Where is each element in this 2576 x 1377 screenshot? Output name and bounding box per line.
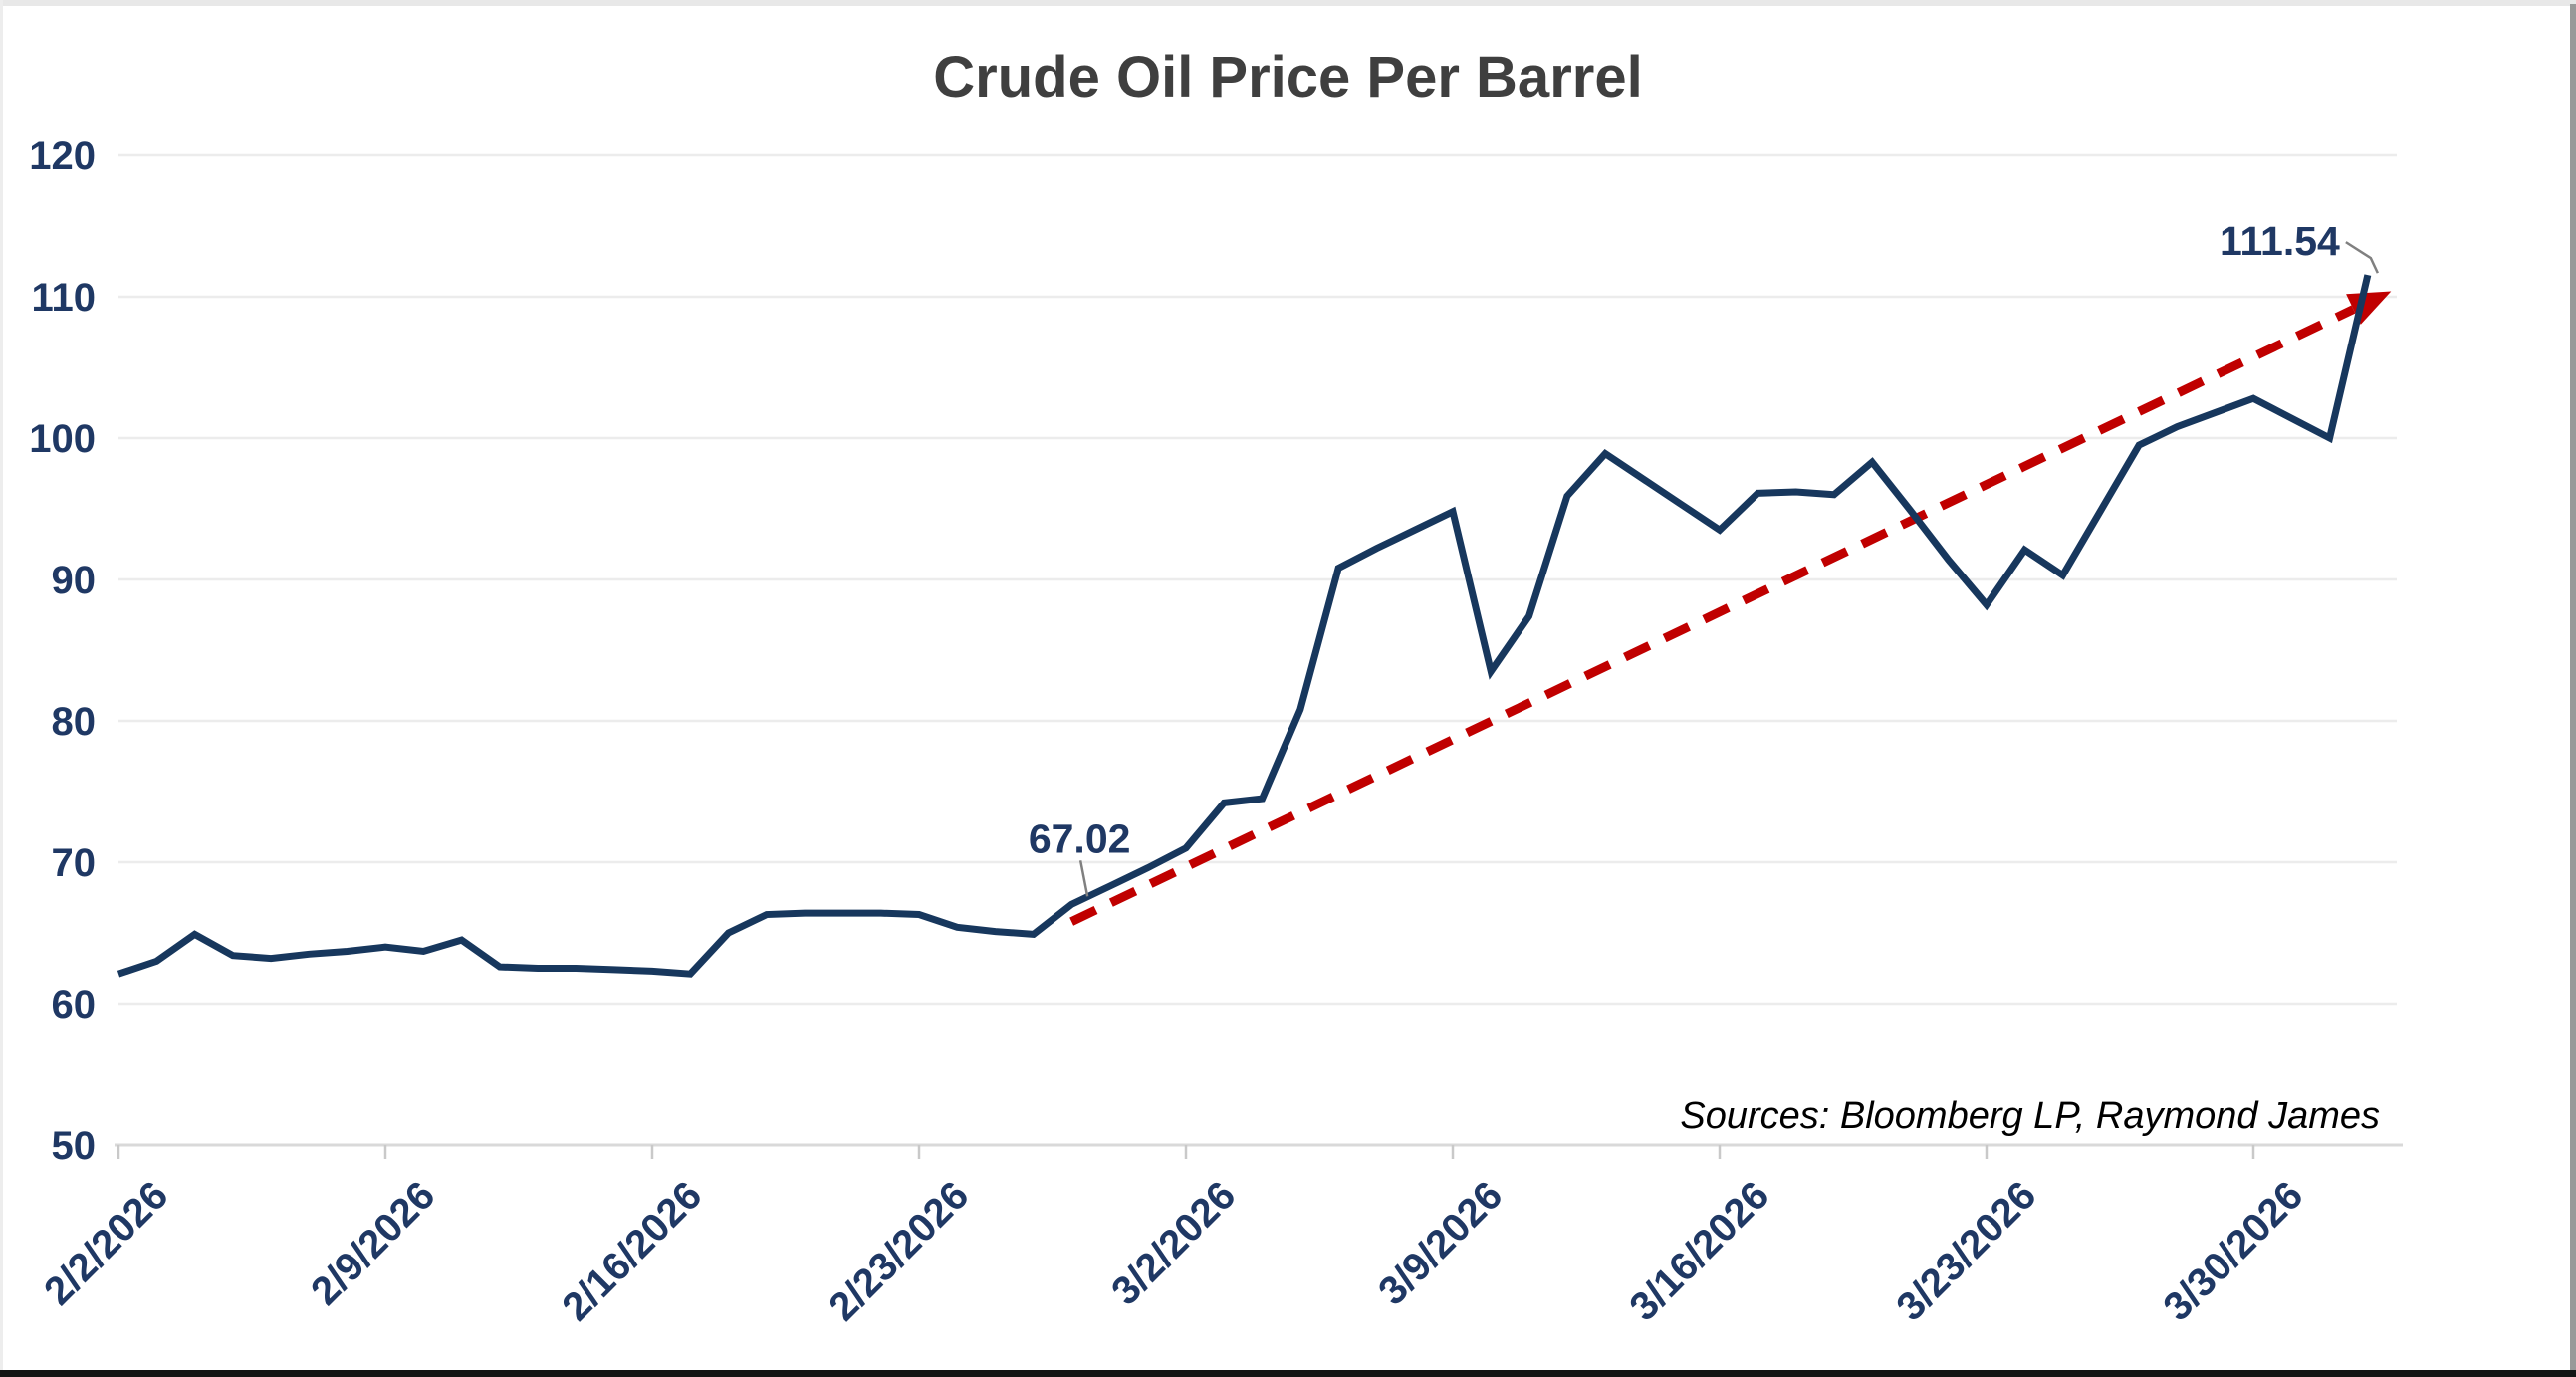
annotation-leader [1078, 860, 1089, 897]
x-axis-label: 3/23/2026 [1888, 1173, 2044, 1329]
window-left-edge [0, 0, 3, 1371]
window-right-edge [2570, 4, 2576, 1377]
price-line [117, 274, 2372, 978]
y-axis-label: 50 [52, 1124, 97, 1168]
x-axis-label: 3/9/2026 [1370, 1173, 1511, 1313]
chart-title: Crude Oil Price Per Barrel [933, 45, 1643, 110]
y-axis-label: 120 [29, 134, 96, 178]
y-axis-label: 110 [31, 276, 96, 320]
x-axis-label: 2/16/2026 [554, 1173, 710, 1329]
y-axis-label: 60 [52, 983, 97, 1027]
trend-arrowhead [2346, 291, 2392, 325]
x-axis-label: 3/30/2026 [2155, 1173, 2311, 1329]
window-top-edge [0, 0, 2576, 6]
x-axis-label: 2/2/2026 [36, 1173, 176, 1313]
x-axis-label: 3/16/2026 [1621, 1173, 1777, 1329]
window-bottom-edge [0, 1370, 2576, 1377]
annotation-leader [2345, 241, 2379, 274]
annotation-label: 67.02 [1029, 815, 1131, 861]
x-axis-label: 2/9/2026 [303, 1173, 443, 1313]
y-axis-label: 100 [29, 417, 96, 461]
annotation-label: 111.54 [2220, 218, 2340, 264]
y-axis-label: 80 [52, 700, 97, 744]
source-note: Sources: Bloomberg LP, Raymond James [1680, 1095, 2380, 1137]
y-axis-label: 90 [52, 559, 97, 602]
x-axis-label: 2/23/2026 [820, 1173, 977, 1329]
y-axis-label: 70 [52, 841, 97, 885]
x-axis-label: 3/2/2026 [1103, 1173, 1244, 1313]
trend-line [1069, 305, 2356, 926]
